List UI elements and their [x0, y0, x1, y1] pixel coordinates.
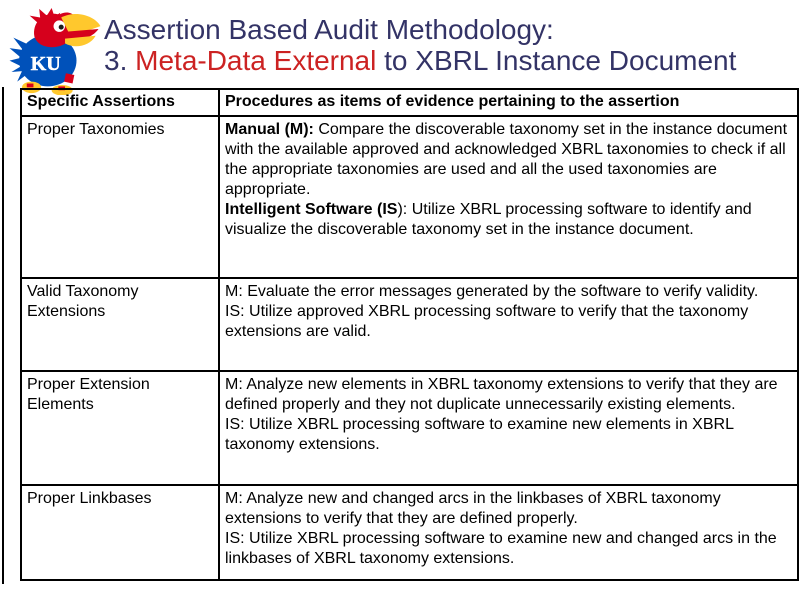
table-body: Proper Taxonomies Manual (M): Compare the… — [20, 115, 799, 581]
procedure-paragraph: Intelligent Software (IS): Utilize XBRL … — [225, 201, 752, 238]
assertion-cell: Proper Linkbases — [20, 484, 220, 581]
header-row: Specific Assertions Procedures as items … — [20, 88, 799, 117]
procedure-paragraph: M: Analyze new and changed arcs in the l… — [225, 490, 721, 527]
table-row: Proper Linkbases M: Analyze new and chang… — [20, 484, 799, 581]
title-line-2-suffix: to XBRL Instance Document — [376, 45, 737, 76]
title-line-2-accent: Meta-Data External — [135, 45, 377, 76]
procedures-cell: Manual (M): Compare the discoverable tax… — [218, 115, 799, 279]
jayhawk-mouth — [64, 29, 99, 41]
col-header-specific-assertions: Specific Assertions — [20, 88, 220, 117]
table-row: Valid Taxonomy Extensions M: Evaluate the… — [20, 277, 799, 372]
title-line-1: Assertion Based Audit Methodology: — [104, 14, 554, 45]
assertion-cell: Proper Taxonomies — [20, 115, 220, 279]
table-row: Proper Taxonomies Manual (M): Compare the… — [20, 115, 799, 279]
jayhawk-beak-upper — [61, 14, 101, 37]
jayhawk-wing-patch — [64, 73, 75, 84]
title-line-2: 3. Meta-Data External to XBRL Instance D… — [104, 45, 736, 76]
procedure-paragraph: IS: Utilize XBRL processing software to … — [225, 530, 777, 567]
left-rule — [2, 87, 4, 584]
slide-title: Assertion Based Audit Methodology: 3. Me… — [104, 14, 736, 76]
procedures-cell: M: Evaluate the error messages generated… — [218, 277, 799, 372]
table-row: Proper Extension Elements M: Analyze new … — [20, 370, 799, 486]
table-header: Specific Assertions Procedures as items … — [20, 88, 799, 117]
procedure-paragraph: Manual (M): Compare the discoverable tax… — [225, 121, 788, 198]
procedures-cell: M: Analyze new and changed arcs in the l… — [218, 484, 799, 581]
jayhawk-pupil — [58, 24, 64, 30]
procedure-paragraph: M: Analyze new elements in XBRL taxonomy… — [225, 376, 778, 413]
ku-jayhawk-logo: KU — [9, 7, 101, 95]
procedure-paragraph: IS: Utilize approved XBRL processing sof… — [225, 303, 749, 340]
col-header-procedures: Procedures as items of evidence pertaini… — [218, 88, 799, 117]
procedures-cell: M: Analyze new elements in XBRL taxonomy… — [218, 370, 799, 486]
ku-monogram: KU — [31, 53, 61, 75]
procedure-paragraph: IS: Utilize XBRL processing software to … — [225, 416, 734, 453]
jayhawk-beak-lower — [65, 35, 96, 47]
procedure-paragraph: M: Evaluate the error messages generated… — [225, 283, 759, 300]
assertion-cell: Valid Taxonomy Extensions — [20, 277, 220, 372]
assertion-cell: Proper Extension Elements — [20, 370, 220, 486]
title-line-2-number: 3. — [104, 45, 136, 76]
jayhawk-body — [19, 34, 77, 87]
assertions-table: Specific Assertions Procedures as items … — [20, 88, 799, 581]
jayhawk-shoe-left — [26, 83, 34, 88]
jayhawk-crest — [29, 7, 61, 24]
